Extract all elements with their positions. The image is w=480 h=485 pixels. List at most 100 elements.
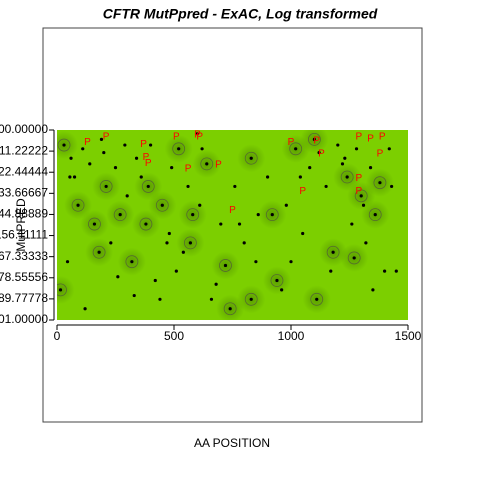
point: [165, 241, 169, 245]
point: [195, 132, 199, 136]
point: [72, 175, 77, 179]
point: [233, 184, 237, 189]
chart-title: CFTR MutPpred - ExAC, Log transformed: [103, 6, 378, 22]
labeled-point: P: [196, 132, 203, 143]
point: [153, 278, 157, 283]
y-tick-label: 156.11111: [0, 228, 48, 242]
contour: [88, 217, 101, 231]
x-axis-label: AA POSITION: [194, 436, 270, 450]
point: [301, 231, 305, 236]
labeled-point: P: [379, 132, 386, 143]
x-tick-label: 1500: [395, 329, 422, 343]
point: [81, 147, 85, 151]
contour: [92, 245, 106, 259]
point: [254, 260, 258, 264]
point: [146, 184, 150, 189]
y-tick-label: 122.44444: [0, 164, 48, 178]
point: [343, 156, 347, 160]
labeled-point: P: [194, 130, 201, 141]
point: [329, 269, 333, 273]
point: [275, 278, 279, 283]
labeled-point: P: [215, 160, 222, 171]
point: [209, 297, 214, 301]
labeled-point: P: [299, 186, 306, 197]
point: [308, 166, 312, 170]
contour: [155, 198, 169, 212]
point: [65, 260, 70, 264]
contour: [57, 283, 67, 297]
point: [364, 241, 368, 245]
y-tick-label: 100.00000: [0, 122, 48, 136]
y-tick-label: 201.00000: [0, 312, 48, 326]
point: [132, 293, 136, 298]
labeled-point: P: [367, 133, 374, 144]
point: [350, 222, 354, 226]
point: [198, 203, 202, 207]
point: [170, 166, 174, 170]
contour: [310, 292, 324, 306]
point: [191, 213, 195, 217]
point: [312, 137, 316, 142]
contour: [125, 255, 139, 269]
labeled-point: P: [377, 148, 384, 159]
contour: [71, 198, 85, 212]
point: [223, 263, 228, 268]
point: [383, 269, 387, 273]
point: [294, 147, 298, 151]
y-tick-label: 111.22222: [0, 143, 48, 157]
point: [354, 147, 359, 151]
y-tick-label: 167.33333: [0, 249, 48, 263]
labeled-point: P: [143, 152, 150, 163]
point: [228, 307, 232, 311]
point: [371, 288, 375, 292]
labeled-point: P: [356, 186, 363, 197]
point: [394, 269, 398, 273]
point: [324, 184, 328, 189]
contour: [223, 302, 237, 316]
x-tick-label: 500: [164, 329, 184, 343]
point: [139, 175, 143, 179]
point: [188, 241, 192, 245]
point: [345, 175, 349, 179]
point: [266, 175, 270, 179]
point: [249, 156, 253, 160]
point: [113, 166, 118, 170]
point: [298, 175, 302, 179]
point: [134, 156, 139, 160]
contour: [186, 208, 200, 222]
density-background: [57, 130, 408, 320]
contour: [141, 180, 155, 193]
point: [242, 241, 246, 245]
point: [359, 194, 363, 198]
labeled-point: P: [288, 137, 295, 148]
panel-border: [42, 27, 423, 423]
point: [144, 222, 148, 226]
contour: [368, 208, 382, 222]
y-axis-label: MutPRED: [14, 198, 28, 252]
point: [62, 143, 66, 147]
density-blob: [57, 275, 75, 304]
contour: [244, 292, 258, 306]
density-blob: [300, 130, 329, 154]
point: [167, 231, 171, 236]
labeled-point: P: [356, 132, 363, 143]
contour: [139, 217, 153, 231]
point: [97, 250, 101, 254]
point: [104, 184, 108, 189]
point: [125, 194, 129, 198]
contour: [289, 142, 303, 156]
point: [109, 241, 113, 245]
point: [200, 147, 204, 151]
point: [256, 213, 260, 217]
point: [219, 222, 223, 226]
point: [177, 147, 181, 151]
labeled-point: P: [173, 132, 180, 143]
point: [331, 250, 335, 254]
point: [83, 307, 87, 311]
x-tick-label: 1000: [278, 329, 305, 343]
x-tick-label: 0: [54, 329, 61, 343]
point: [158, 297, 162, 301]
point: [352, 256, 356, 260]
